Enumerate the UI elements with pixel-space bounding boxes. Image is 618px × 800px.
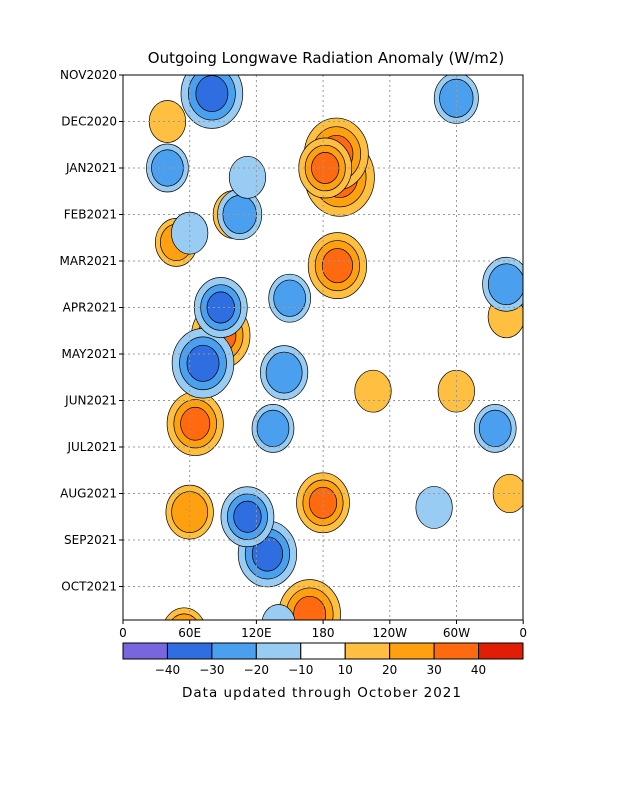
anomaly-cell-27	[433, 75, 479, 124]
y-tick-label-5: APR2021	[63, 301, 117, 315]
anomaly-cell-18	[171, 328, 235, 399]
y-tick-label-8: JUL2021	[66, 440, 117, 454]
x-tick-label-0: 0	[119, 626, 127, 640]
anomaly-cell-10	[164, 607, 204, 620]
grid-lines	[123, 75, 523, 620]
colorbar-label-6: 30	[426, 663, 441, 677]
x-axis: 0 60E 120E 180 120W 60W 0	[119, 620, 527, 640]
anomaly-cell-19	[193, 277, 248, 338]
y-axis: NOV2020 DEC2020 JAN2021 FEB2021 MAR2021 APR20…	[60, 68, 123, 594]
colorbar-label-7: 40	[471, 663, 486, 677]
colorbar-swatch-0	[122, 642, 168, 660]
x-tick-label-5: 60W	[443, 626, 470, 640]
colorbar-label-4: 10	[338, 663, 353, 677]
y-tick-label-2: JAN2021	[65, 161, 117, 175]
anomaly-cell-13	[354, 369, 392, 413]
anomaly-cell-25	[146, 143, 189, 193]
colorbar	[122, 642, 524, 660]
colorbar-label-3: −10	[288, 663, 313, 677]
colorbar-swatch-5	[344, 642, 391, 660]
anomaly-cell-28	[482, 256, 523, 312]
colorbar-swatch-6	[389, 642, 435, 660]
y-tick-label-9: AUG2021	[60, 487, 117, 501]
colorbar-swatch-1	[166, 642, 213, 660]
colorbar-labels: −40 −30 −20 −10 10 20 30 40	[155, 663, 486, 677]
y-tick-label-4: MAR2021	[60, 254, 117, 268]
y-tick-label-6: MAY2021	[62, 347, 118, 361]
anomaly-cell-26	[268, 273, 312, 323]
x-tick-label-3: 180	[312, 626, 335, 640]
anomaly-cell-32	[171, 211, 209, 255]
anomaly-cell-22	[220, 486, 275, 548]
anomaly-cell-24	[251, 404, 295, 453]
anomaly-cell-31	[228, 155, 267, 199]
colorbar-swatch-4	[300, 642, 346, 660]
anomaly-cell-29	[473, 404, 517, 453]
colorbar-swatch-2	[211, 642, 257, 660]
y-tick-label-10: SEP2021	[64, 533, 117, 547]
colorbar-label-2: −20	[244, 663, 269, 677]
colorbar-swatch-3	[255, 642, 302, 660]
anomaly-cell-30	[415, 486, 453, 529]
colorbar-label-0: −40	[155, 663, 180, 677]
colorbar-label-1: −30	[199, 663, 224, 677]
colorbar-label-5: 20	[382, 663, 397, 677]
x-tick-label-1: 60E	[178, 626, 201, 640]
colorbar-swatch-8	[478, 642, 524, 660]
colorbar-swatch-7	[433, 642, 480, 660]
heatmap-field	[146, 75, 523, 620]
y-tick-label-1: DEC2020	[61, 115, 117, 129]
anomaly-cell-23	[260, 345, 309, 400]
x-tick-label-4: 120W	[372, 626, 407, 640]
anomaly-cell-11	[165, 484, 214, 540]
anomaly-cell-33	[261, 604, 296, 620]
y-tick-label-0: NOV2020	[60, 68, 117, 82]
footnote: Data updated through October 2021	[182, 685, 462, 701]
y-tick-label-3: FEB2021	[64, 208, 117, 222]
x-tick-label-2: 120E	[241, 626, 272, 640]
anomaly-cell-4	[278, 579, 341, 620]
anomaly-cell-17	[180, 75, 244, 129]
anomaly-cell-3	[298, 137, 353, 199]
y-tick-label-7: JUN2021	[64, 394, 117, 408]
anomaly-cell-7	[166, 391, 224, 456]
chart-title: Outgoing Longwave Radiation Anomaly (W/m…	[148, 49, 504, 67]
x-tick-label-6: 0	[519, 626, 527, 640]
y-tick-label-11: OCT2021	[61, 580, 117, 594]
anomaly-cell-5	[296, 472, 350, 534]
anomaly-cell-2	[307, 232, 368, 299]
